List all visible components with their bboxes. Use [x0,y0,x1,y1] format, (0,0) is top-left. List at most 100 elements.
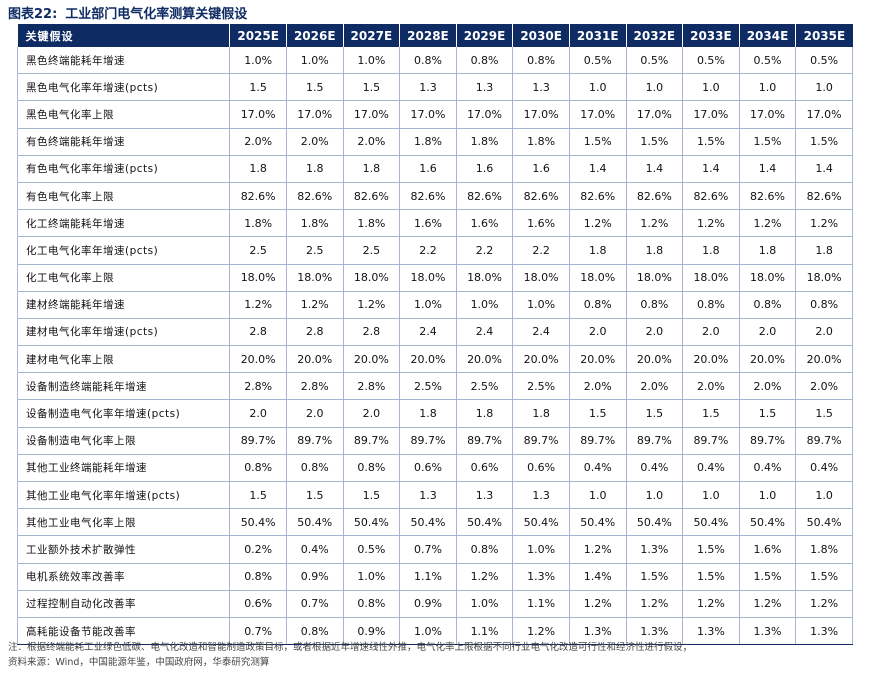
header-year: 2029E [456,24,514,47]
table-row: 化工电气化率上限 18.0% 18.0% 18.0% 18.0% 18.0% 18.0% 18… [16,264,853,292]
cell-value: 0.9% [343,617,401,646]
cell-value: 2.8% [229,372,287,401]
cell-value: 2.4 [456,318,514,347]
cell-value: 1.5 [229,481,287,510]
cell-value: 1.0 [682,73,740,102]
cell-value: 1.8 [399,399,457,428]
cell-value: 1.2% [569,535,627,564]
cell-value: 1.0 [795,73,853,102]
cell-value: 1.3% [795,617,853,646]
row-label: 设备制造终端能耗年增速 [16,372,231,401]
cell-value: 1.0% [512,535,570,564]
table-row: 建材电气化率年增速(pcts) 2.8 2.8 2.8 2.4 2.4 2.4 2.0 2.0 2… [16,318,853,347]
cell-value: 17.0% [569,100,627,129]
cell-value: 82.6% [512,182,570,211]
note-text: 注：根据终端能耗工业绿色低碳、电气化改造和智能制造政策目标，或者根据近年增速线性… [8,642,693,653]
cell-value: 1.0% [286,47,344,75]
cell-value: 1.8% [229,209,287,238]
row-label: 其他工业电气化率上限 [16,508,231,537]
cell-value: 50.4% [569,508,627,537]
row-label: 化工电气化率上限 [16,264,231,292]
cell-value: 1.2% [229,291,287,319]
cell-value: 1.8 [795,236,853,265]
cell-value: 1.6 [456,155,514,183]
cell-value: 1.5% [795,128,853,156]
cell-value: 1.8 [286,155,344,183]
cell-value: 1.6% [399,209,457,238]
cell-value: 20.0% [626,345,684,374]
cell-value: 1.0% [399,291,457,319]
cell-value: 0.4% [739,454,797,483]
table-row: 电机系统效率改善率 0.8% 0.9% 1.0% 1.1% 1.2% 1.3% 1.4% 1.5… [16,563,853,591]
cell-value: 0.6% [456,454,514,483]
cell-value: 17.0% [682,100,740,129]
table-row: 建材电气化率上限 20.0% 20.0% 20.0% 20.0% 20.0% 20.0% 20… [16,345,853,374]
cell-value: 2.2 [456,236,514,265]
cell-value: 2.5% [456,372,514,401]
cell-value: 20.0% [682,345,740,374]
cell-value: 1.3% [512,563,570,591]
cell-value: 18.0% [569,264,627,292]
cell-value: 0.8% [626,291,684,319]
cell-value: 89.7% [795,427,853,455]
cell-value: 17.0% [229,100,287,129]
cell-value: 50.4% [512,508,570,537]
table-body: 黑色终端能耗年增速 1.0% 1.0% 1.0% 0.8% 0.8% 0.8% 0.5% 0.5… [16,47,853,646]
cell-value: 0.8% [286,454,344,483]
cell-value: 18.0% [343,264,401,292]
header-year: 2031E [569,24,627,47]
cell-value: 1.8 [739,236,797,265]
cell-value: 1.8 [682,236,740,265]
cell-value: 0.8% [569,291,627,319]
table-row: 设备制造电气化率上限 89.7% 89.7% 89.7% 89.7% 89.7% 89.7%… [16,427,853,455]
cell-value: 0.5% [626,47,684,75]
cell-value: 1.4 [682,155,740,183]
cell-value: 1.8% [795,535,853,564]
cell-value: 0.8% [456,47,514,75]
cell-value: 1.8 [512,399,570,428]
cell-value: 2.8 [286,318,344,347]
cell-value: 2.0% [739,372,797,401]
table-row: 有色电气化率上限 82.6% 82.6% 82.6% 82.6% 82.6% 82.6% 82… [16,182,853,211]
row-label: 有色终端能耗年增速 [16,128,231,156]
cell-value: 0.7% [286,590,344,618]
cell-value: 0.5% [343,535,401,564]
cell-value: 18.0% [795,264,853,292]
row-label: 有色电气化率上限 [16,182,231,211]
cell-value: 2.0 [739,318,797,347]
cell-value: 0.6% [512,454,570,483]
cell-value: 1.2% [739,209,797,238]
cell-value: 2.4 [512,318,570,347]
cell-value: 89.7% [626,427,684,455]
cell-value: 1.8 [456,399,514,428]
cell-value: 17.0% [626,100,684,129]
cell-value: 1.6 [399,155,457,183]
cell-value: 0.7% [399,535,457,564]
header-year: 2026E [286,24,344,47]
cell-value: 18.0% [399,264,457,292]
cell-value: 17.0% [343,100,401,129]
table-row: 化工电气化率年增速(pcts) 2.5 2.5 2.5 2.2 2.2 2.2 1.8 1.8 1… [16,236,853,265]
cell-value: 0.2% [229,535,287,564]
cell-value: 2.0 [626,318,684,347]
cell-value: 20.0% [569,345,627,374]
cell-value: 0.8% [795,291,853,319]
cell-value: 1.5 [286,73,344,102]
cell-value: 1.5 [229,73,287,102]
row-label: 黑色终端能耗年增速 [16,47,231,75]
cell-value: 0.9% [399,590,457,618]
cell-value: 2.5 [343,236,401,265]
row-label: 黑色电气化率年增速(pcts) [16,73,231,102]
cell-value: 1.2% [569,590,627,618]
cell-value: 82.6% [682,182,740,211]
cell-value: 2.0% [682,372,740,401]
header-label: 关键假设 [17,24,231,47]
cell-value: 0.4% [569,454,627,483]
cell-value: 18.0% [512,264,570,292]
cell-value: 1.4 [795,155,853,183]
cell-value: 1.5 [569,399,627,428]
cell-value: 1.5% [682,128,740,156]
cell-value: 0.8% [512,47,570,75]
cell-value: 89.7% [229,427,287,455]
cell-value: 0.5% [795,47,853,75]
